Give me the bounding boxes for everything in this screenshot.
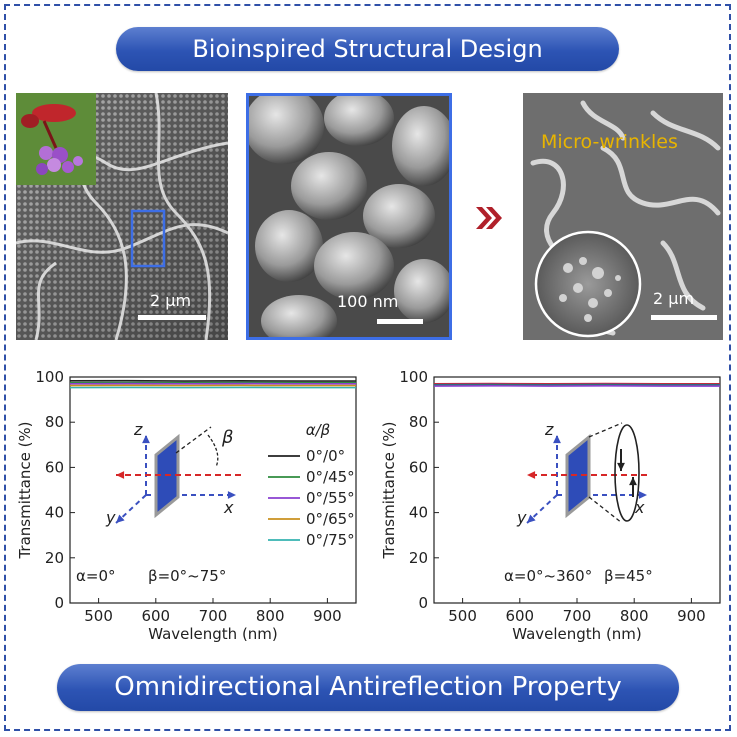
annotation-alpha: α=0° (76, 567, 116, 585)
sem-image-left: 2 μm (16, 93, 228, 340)
micro-wrinkles-label: Micro-wrinkles (541, 131, 678, 153)
cone-line-top (588, 422, 623, 438)
y-tick-label: 20 (409, 549, 428, 567)
chart-right: 0 20 40 60 80 100 500 600 700 800 900 Wavelength (n… (372, 365, 732, 645)
insect-photo-inset (16, 93, 96, 185)
y-tick-label: 80 (45, 413, 64, 431)
bottom-banner: Omnidirectional Antireflection Property (57, 664, 679, 711)
annotation-beta: β=0°~75° (148, 567, 226, 585)
x-axis-label: Wavelength (nm) (512, 625, 642, 643)
sem-image-right: Micro-wrinkles 2 μm (523, 93, 723, 340)
axis-label-x: x (223, 498, 234, 517)
rotation-ellipse (614, 424, 640, 522)
rotation-arrow-down-head (617, 462, 625, 471)
cone-line-bottom (588, 496, 623, 524)
legend-label-4: 0°/75° (306, 531, 355, 549)
scalebar-label-left: 2 μm (150, 291, 191, 310)
x-tick-label: 600 (505, 607, 534, 625)
legend-label-2: 0°/55° (306, 489, 355, 507)
axis-label-z: z (133, 420, 143, 439)
x-tick-label: 500 (448, 607, 477, 625)
x-axis-arrow-head (638, 491, 647, 499)
axis-label-y: y (105, 508, 116, 527)
y-axis-arrow (526, 494, 558, 524)
normal-line (175, 426, 212, 454)
x-tick-label: 800 (256, 607, 285, 625)
y-tick-label: 0 (418, 594, 428, 612)
diagram-schematic: z x y β (105, 420, 241, 527)
y-axis-label: Transmittance (%) (16, 421, 34, 559)
y-tick-label: 40 (45, 504, 64, 522)
legend-label-1: 0°/45° (306, 468, 355, 486)
x-tick-label: 900 (313, 607, 342, 625)
zoom-box (130, 209, 166, 268)
scalebar-label-middle: 100 nm (337, 292, 398, 311)
x-tick-label: 800 (620, 607, 649, 625)
scalebar-label-right: 2 μm (653, 289, 694, 308)
beta-symbol: β (221, 427, 234, 448)
y-tick-label: 80 (409, 413, 428, 431)
z-axis-arrow-head (142, 435, 150, 444)
y-tick-label: 60 (409, 458, 428, 476)
annotation-beta: β=45° (604, 567, 653, 585)
x-tick-label: 700 (563, 607, 592, 625)
y-tick-label: 100 (399, 368, 428, 386)
legend-label-0: 0°/0° (306, 447, 345, 465)
y-axis-arrow-head (116, 514, 125, 523)
x-tick-label: 500 (84, 607, 113, 625)
axis-label-z: z (544, 420, 554, 439)
y-tick-label: 100 (35, 368, 64, 386)
title-banner: Bioinspired Structural Design (116, 27, 619, 71)
incident-light-arrow-head (527, 471, 536, 479)
incident-light-arrow-head (116, 471, 125, 479)
sem-image-middle: 100 nm (246, 93, 452, 340)
y-tick-label: 40 (409, 504, 428, 522)
y-tick-label: 60 (45, 458, 64, 476)
x-tick-label: 600 (141, 607, 170, 625)
axis-label-x: x (634, 498, 645, 517)
y-tick-label: 20 (45, 549, 64, 567)
diagram-schematic: z x y (516, 420, 647, 527)
y-tick-label: 0 (54, 594, 64, 612)
x-tick-label: 700 (199, 607, 228, 625)
beta-arc (207, 434, 219, 468)
double-chevron-arrow-icon (474, 205, 504, 231)
x-axis-arrow-head (227, 491, 236, 499)
legend-title: α/β (306, 421, 331, 439)
z-axis-arrow-head (553, 435, 561, 444)
dashed-frame (4, 4, 731, 731)
rotation-arrow-up-head (629, 477, 637, 486)
y-axis-arrow (115, 494, 147, 524)
legend-label-3: 0°/65° (306, 510, 355, 528)
x-tick-label: 900 (677, 607, 706, 625)
x-axis-label: Wavelength (nm) (148, 625, 278, 643)
y-axis-arrow-head (527, 514, 536, 523)
chart-left: 0 20 40 60 80 100 500 600 700 800 900 Wavelength (n… (8, 365, 368, 645)
axis-label-y: y (516, 508, 527, 527)
y-axis-label: Transmittance (%) (380, 421, 398, 559)
annotation-alpha: α=0°~360° (504, 567, 592, 585)
